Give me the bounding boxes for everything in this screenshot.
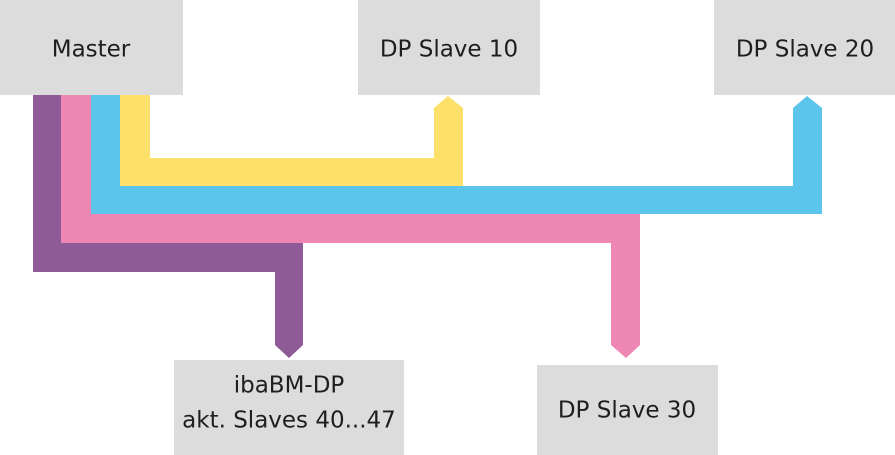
node-label: DP Slave 20 [736,37,874,63]
connector-blue [91,95,822,214]
node-box [358,0,540,95]
node-label: DP Slave 30 [558,398,696,424]
node-label: ibaBM-DP [234,373,345,399]
connector-yellow [120,95,463,186]
node-box [537,365,718,455]
node-label: akt. Slaves 40...47 [182,408,396,434]
node-box [174,360,404,455]
connector-purple [33,95,303,358]
node-box [0,0,183,95]
node-box [714,0,895,95]
connector-pink [61,95,640,358]
node-label: DP Slave 10 [380,37,518,63]
node-label: Master [52,37,131,63]
